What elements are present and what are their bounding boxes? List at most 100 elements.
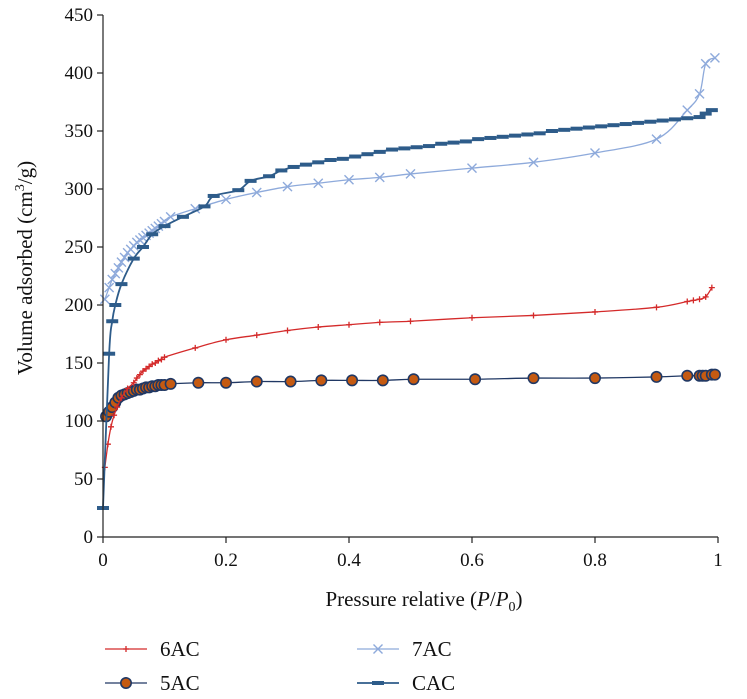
series-6AC xyxy=(101,284,715,471)
data-point-CAC xyxy=(232,188,245,193)
data-point-CAC xyxy=(693,115,706,120)
data-point-CAC xyxy=(422,144,435,149)
data-point-7AC xyxy=(467,163,477,174)
data-point-6AC xyxy=(139,368,146,375)
data-point-5AC xyxy=(527,372,540,385)
data-point-6AC xyxy=(690,297,697,304)
data-point-5AC xyxy=(315,374,328,387)
x-tick-label: 0.6 xyxy=(460,550,484,571)
data-point-5AC xyxy=(708,368,721,381)
data-point-5AC xyxy=(192,376,205,389)
data-point-6AC xyxy=(107,423,114,430)
data-point-6AC xyxy=(143,365,150,372)
data-point-6AC xyxy=(192,344,199,351)
legend: 6AC 5AC 7AC CAC xyxy=(105,637,455,695)
data-point-7AC xyxy=(107,274,118,285)
data-point-6AC xyxy=(114,404,121,411)
data-point-7AC xyxy=(700,58,711,69)
data-point-7AC xyxy=(110,268,121,279)
data-point-5AC xyxy=(650,370,663,383)
data-point-6AC xyxy=(469,314,475,321)
data-point-CAC xyxy=(496,134,509,139)
data-point-7AC xyxy=(251,187,262,198)
data-point-CAC xyxy=(361,152,374,157)
data-point-CAC xyxy=(582,125,595,130)
data-point-CAC xyxy=(447,140,460,145)
y-tick-label: 250 xyxy=(65,237,94,258)
data-point-6AC xyxy=(111,412,118,419)
legend-item-6AC: 6AC xyxy=(105,637,200,661)
data-point-CAC xyxy=(558,127,571,132)
legend-item-7AC: 7AC xyxy=(357,637,452,661)
y-axis-title: Volume adsorbed (cm3/g) xyxy=(13,161,37,375)
data-point-5AC xyxy=(220,376,233,389)
data-point-7AC xyxy=(344,174,354,185)
y-tick-label: 100 xyxy=(65,411,94,432)
data-point-6AC xyxy=(158,356,165,363)
plot-area xyxy=(97,52,721,510)
data-point-CAC xyxy=(632,120,645,125)
data-point-6AC xyxy=(161,354,168,361)
data-point-7AC xyxy=(165,211,176,222)
data-point-7AC xyxy=(709,52,720,63)
x-tick-label: 0.2 xyxy=(214,550,238,571)
data-point-6AC xyxy=(346,321,352,328)
data-point-CAC xyxy=(312,160,325,165)
data-point-6AC xyxy=(530,312,537,319)
data-point-CAC xyxy=(410,145,423,150)
y-tick-label: 50 xyxy=(74,469,93,490)
data-point-CAC xyxy=(136,245,149,249)
data-point-6AC xyxy=(149,361,156,368)
data-point-CAC xyxy=(459,139,472,144)
data-point-CAC xyxy=(299,162,312,167)
data-point-CAC xyxy=(263,174,276,179)
series-7AC xyxy=(99,52,720,305)
data-point-6AC xyxy=(124,385,131,392)
y-tick-label: 0 xyxy=(84,527,94,548)
legend-label-7AC: 7AC xyxy=(412,637,452,661)
data-point-5AC xyxy=(284,375,297,388)
data-point-CAC xyxy=(545,129,558,133)
data-point-CAC xyxy=(115,282,128,287)
data-point-5AC xyxy=(164,377,177,390)
data-point-7AC xyxy=(116,257,127,268)
data-point-6AC xyxy=(133,375,140,382)
data-point-7AC xyxy=(694,88,705,99)
data-point-CAC xyxy=(595,124,608,129)
data-point-6AC xyxy=(223,336,229,343)
data-point-CAC xyxy=(127,256,140,261)
data-point-7AC xyxy=(119,252,130,263)
data-point-5AC xyxy=(376,374,389,387)
data-point-CAC xyxy=(275,168,288,173)
data-point-6AC xyxy=(407,318,414,325)
data-point-5AC xyxy=(346,374,359,387)
data-point-CAC xyxy=(349,154,362,159)
data-point-CAC xyxy=(106,319,119,324)
x-tick-label: 0 xyxy=(98,550,108,571)
legend-label-6AC: 6AC xyxy=(160,637,200,661)
data-point-6AC xyxy=(136,371,143,378)
data-point-CAC xyxy=(398,146,411,151)
data-point-CAC xyxy=(699,111,712,116)
data-point-6AC xyxy=(118,394,125,401)
data-point-CAC xyxy=(207,193,220,198)
data-point-7AC xyxy=(313,178,324,189)
data-point-7AC xyxy=(113,262,124,273)
data-point-6AC xyxy=(376,319,383,326)
legend-label-CAC: CAC xyxy=(412,671,455,695)
data-point-CAC xyxy=(336,156,349,161)
legend-label-5AC: 5AC xyxy=(160,671,200,695)
data-point-5AC xyxy=(469,373,482,386)
data-point-6AC xyxy=(708,284,715,291)
y-tick-label: 300 xyxy=(65,179,94,200)
data-point-6AC xyxy=(253,332,260,339)
data-point-6AC xyxy=(702,293,709,300)
data-point-7AC xyxy=(682,105,693,116)
data-point-CAC xyxy=(472,137,485,142)
data-point-CAC xyxy=(158,224,171,229)
data-point-5AC xyxy=(407,373,420,386)
data-point-6AC xyxy=(592,308,598,315)
data-point-CAC xyxy=(109,303,122,307)
y-tick-label: 400 xyxy=(65,63,94,84)
